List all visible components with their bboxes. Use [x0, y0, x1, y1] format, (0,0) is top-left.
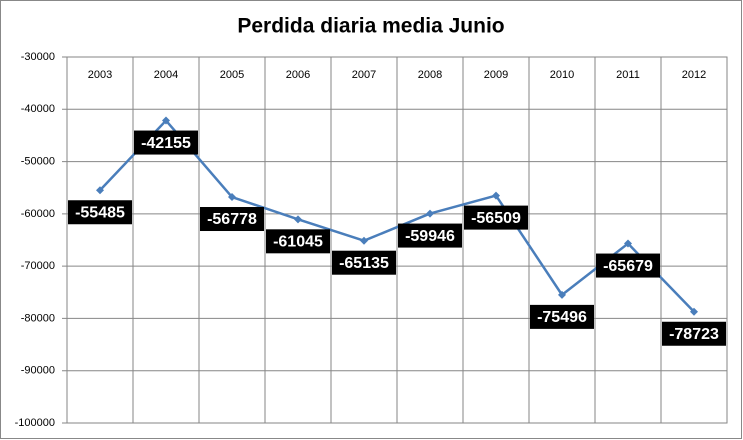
- data-label: -42155: [141, 135, 191, 152]
- data-point: [294, 215, 302, 224]
- x-tick-label: 2011: [616, 69, 640, 81]
- x-tick-label: 2007: [352, 69, 376, 81]
- data-label-box: [200, 207, 264, 232]
- data-point: [228, 193, 236, 202]
- data-line: [99, 119, 695, 313]
- y-tick-label: -90000: [21, 365, 55, 377]
- data-label-box: [332, 250, 396, 275]
- data-point: [624, 239, 632, 248]
- data-point: [690, 307, 698, 316]
- y-tick-label: -70000: [21, 260, 55, 272]
- x-tick-label: 2004: [154, 69, 178, 81]
- data-label-box: [398, 223, 462, 248]
- data-point: [360, 236, 368, 245]
- data-label: -56509: [471, 210, 521, 227]
- data-label: -55485: [75, 204, 125, 221]
- data-point: [426, 209, 434, 218]
- x-tick-label: 2006: [286, 69, 310, 81]
- data-label: -75496: [537, 309, 587, 326]
- x-tick-label: 2012: [682, 69, 706, 81]
- data-label-box: [662, 321, 726, 346]
- data-label-box: [266, 229, 330, 254]
- x-tick-label: 2008: [418, 69, 442, 81]
- data-label: -61045: [273, 234, 323, 251]
- data-label: -65135: [339, 255, 389, 272]
- data-label-box: [596, 253, 660, 278]
- chart-title: Perdida diaria media Junio: [237, 15, 504, 38]
- data-point: [96, 186, 104, 195]
- data-point: [162, 116, 170, 125]
- y-tick-label: -60000: [21, 208, 55, 220]
- data-point: [492, 191, 500, 200]
- data-label: -59946: [405, 228, 455, 245]
- y-tick-label: -50000: [21, 155, 55, 167]
- y-tick-label: -30000: [21, 51, 55, 63]
- data-label: -65679: [603, 258, 653, 275]
- data-label-box: [464, 205, 528, 230]
- data-label: -56778: [207, 211, 257, 228]
- data-label: -78723: [669, 326, 719, 343]
- x-tick-label: 2003: [88, 69, 112, 81]
- data-label-box: [68, 200, 132, 225]
- plot-border: [66, 56, 728, 424]
- x-tick-label: 2010: [550, 69, 574, 81]
- x-tick-label: 2009: [484, 69, 508, 81]
- x-tick-label: 2005: [220, 69, 244, 81]
- y-tick-label: -100000: [15, 417, 55, 429]
- y-tick-label: -80000: [21, 312, 55, 324]
- y-tick-label: -40000: [21, 103, 55, 115]
- data-label-box: [134, 130, 198, 155]
- data-label-box: [530, 304, 594, 329]
- data-point: [558, 290, 566, 299]
